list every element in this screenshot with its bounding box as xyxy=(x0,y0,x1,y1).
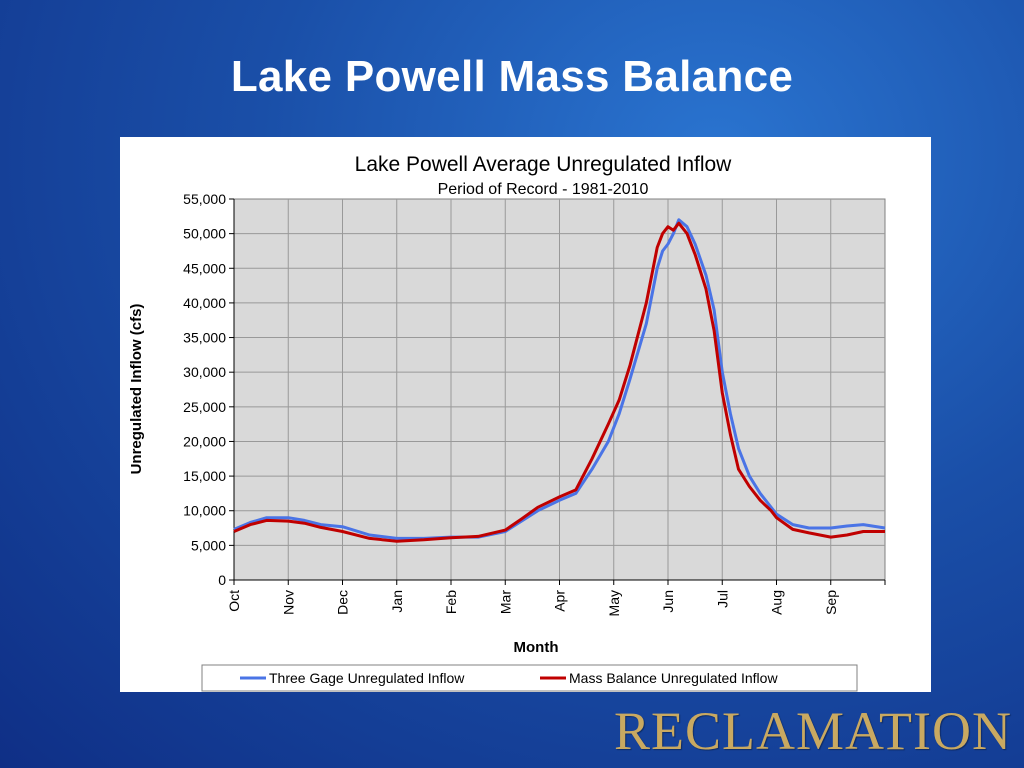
y-tick-label: 10,000 xyxy=(183,503,226,519)
x-axis-label: Month xyxy=(514,639,559,656)
y-axis-label: Unregulated Inflow (cfs) xyxy=(128,304,145,475)
x-tick-label: Jul xyxy=(714,590,730,608)
legend-box xyxy=(201,664,858,692)
y-tick-label: 50,000 xyxy=(183,226,226,242)
y-tick-label: 35,000 xyxy=(183,330,226,346)
chart-title: Lake Powell Average Unregulated Inflow xyxy=(355,153,733,176)
y-tick-labels: 0 5,000 10,000 15,000 20,000 25,000 30,000 35,0… xyxy=(183,191,226,588)
legend-label-mass-balance: Mass Balance Unregulated Inflow xyxy=(569,670,778,686)
legend-label-three-gage: Three Gage Unregulated Inflow xyxy=(269,670,465,686)
slide-title: Lake Powell Mass Balance xyxy=(230,52,794,101)
grid-layer xyxy=(229,198,886,585)
chart-subtitle: Period of Record - 1981-2010 xyxy=(438,181,649,198)
series-three-gage-line xyxy=(233,218,886,540)
y-tick-label: 5,000 xyxy=(191,537,226,553)
x-tick-label: Dec xyxy=(335,590,351,615)
x-tick-label: Nov xyxy=(280,590,296,615)
chart-panel: Lake Powell Average Unregulated Inflow P… xyxy=(120,137,931,692)
y-tick-label: 40,000 xyxy=(183,295,226,311)
legend: Three Gage Unregulated Inflow Mass Balan… xyxy=(201,664,858,692)
x-tick-labels: Oct Nov Dec Jan Feb Mar Apr May Jun Jul Aug Sep xyxy=(226,590,839,617)
x-tick-label: Oct xyxy=(226,590,242,612)
x-tick-label: Jun xyxy=(660,590,676,613)
y-tick-label: 55,000 xyxy=(183,191,226,207)
x-tick-label: Feb xyxy=(443,590,459,614)
series-mass-balance-line xyxy=(233,221,885,543)
x-tick-label: Mar xyxy=(497,590,513,614)
series-layer xyxy=(233,218,886,543)
y-tick-label: 20,000 xyxy=(183,433,226,449)
x-tick-label: Aug xyxy=(769,590,785,615)
reclamation-logo-text: RECLAMATION xyxy=(614,701,1012,761)
y-tick-label: 25,000 xyxy=(183,399,226,415)
y-tick-label: 15,000 xyxy=(183,468,226,484)
y-tick-label: 45,000 xyxy=(183,260,226,276)
y-tick-label: 30,000 xyxy=(183,364,226,380)
x-tick-label: Jan xyxy=(389,590,405,613)
chart-svg: Lake Powell Average Unregulated Inflow P… xyxy=(128,153,886,692)
y-tick-label: 0 xyxy=(218,572,226,588)
x-tick-label: May xyxy=(606,590,622,616)
x-tick-label: Sep xyxy=(823,590,839,615)
x-tick-label: Apr xyxy=(552,590,568,612)
